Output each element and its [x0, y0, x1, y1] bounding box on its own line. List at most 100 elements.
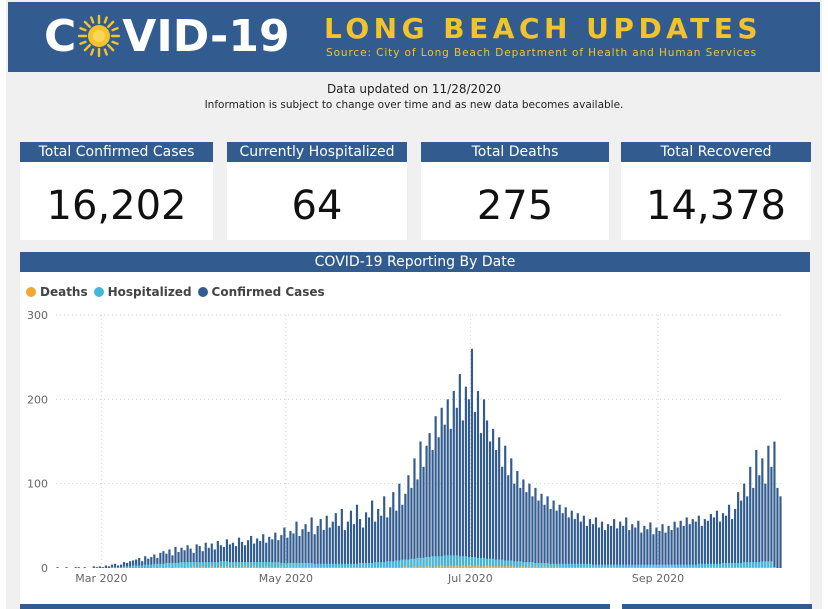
bar-hospitalized — [622, 564, 625, 568]
bar-deaths — [428, 566, 431, 568]
bar-hospitalized — [670, 564, 673, 568]
bar-hospitalized — [364, 562, 368, 568]
bar-hospitalized — [122, 566, 126, 568]
bar-confirmed — [95, 567, 98, 568]
bar-hospitalized — [289, 562, 292, 568]
bar-confirmed — [476, 390, 480, 568]
bar-hospitalized — [374, 562, 377, 568]
bar-confirmed — [416, 479, 419, 568]
bar-confirmed — [434, 416, 437, 568]
bar-hospitalized — [764, 561, 767, 568]
bar-hospitalized — [113, 567, 117, 568]
bar-hospitalized — [715, 563, 719, 568]
bar-deaths — [464, 566, 467, 568]
bar-hospitalized — [682, 564, 685, 568]
bar-hospitalized — [144, 564, 147, 568]
bar-confirmed — [125, 562, 129, 568]
bar-confirmed — [104, 565, 108, 568]
bar-deaths — [603, 567, 607, 568]
bar-confirmed — [386, 517, 389, 568]
bar-confirmed — [585, 525, 588, 568]
bar-deaths — [616, 567, 619, 568]
bar-hospitalized — [177, 562, 180, 568]
legend-item-deaths[interactable]: Deaths — [26, 285, 88, 299]
bar-confirmed — [685, 517, 688, 568]
bar-confirmed — [219, 545, 222, 568]
bar-confirmed — [513, 483, 516, 568]
bar-hospitalized — [316, 563, 319, 568]
bar-deaths — [159, 567, 162, 568]
bar-hospitalized — [543, 562, 546, 568]
bar-confirmed — [737, 492, 740, 568]
bar-hospitalized — [225, 561, 229, 568]
legend-label: Confirmed Cases — [211, 285, 325, 299]
bar-confirmed — [349, 510, 353, 568]
bar-confirmed — [464, 386, 467, 568]
bar-confirmed — [246, 540, 250, 568]
bar-confirmed — [204, 542, 207, 568]
card-label: Total Deaths — [421, 142, 609, 162]
bar-confirmed — [116, 565, 120, 568]
bar-confirmed — [422, 466, 425, 568]
bar-confirmed — [210, 543, 213, 568]
bar-confirmed — [504, 445, 507, 568]
bar-confirmed — [734, 508, 737, 568]
bar-confirmed — [558, 504, 561, 568]
bar-confirmed — [237, 537, 241, 568]
bar-confirmed — [413, 458, 416, 568]
bar-confirmed — [616, 528, 619, 568]
bar-confirmed — [319, 519, 322, 568]
bar-confirmed — [138, 557, 141, 568]
bar-deaths — [280, 566, 283, 568]
bar-confirmed — [730, 519, 734, 568]
bar-deaths — [558, 567, 561, 568]
bar-deaths — [697, 567, 700, 568]
bar-hospitalized — [401, 559, 404, 568]
bar-confirmed — [307, 531, 310, 568]
bar-hospitalized — [724, 562, 728, 568]
bar-deaths — [700, 567, 703, 568]
bar-confirmed — [177, 551, 180, 568]
bar-confirmed — [661, 524, 664, 568]
bar-hospitalized — [603, 564, 607, 568]
bar-deaths — [222, 567, 225, 568]
bar-hospitalized — [334, 563, 337, 568]
bar-deaths — [482, 566, 486, 568]
legend-item-confirmed[interactable]: Confirmed Cases — [197, 285, 325, 299]
bar-hospitalized — [204, 562, 207, 568]
bar-hospitalized — [377, 562, 380, 568]
bar-deaths — [413, 566, 416, 568]
bar-deaths — [755, 567, 758, 568]
bar-confirmed — [398, 483, 401, 568]
bar-hospitalized — [727, 562, 731, 568]
bar-deaths — [383, 567, 386, 568]
bar-hospitalized — [461, 556, 464, 568]
bar-confirmed — [119, 564, 123, 568]
bar-deaths — [322, 567, 325, 568]
bar-confirmed — [567, 517, 570, 568]
bar-confirmed — [482, 399, 486, 568]
legend-item-hospitalized[interactable]: Hospitalized — [93, 285, 192, 299]
bar-confirmed — [561, 513, 564, 568]
bar-confirmed — [531, 496, 534, 568]
updated-date: Data updated on 11/28/2020 — [326, 82, 502, 96]
bar-hospitalized — [495, 559, 498, 568]
bar-hospitalized — [277, 562, 280, 568]
bar-deaths — [495, 566, 498, 568]
bar-hospitalized — [479, 557, 483, 568]
bar-hospitalized — [186, 562, 189, 568]
bar-hospitalized — [298, 562, 301, 568]
bar-confirmed — [355, 504, 359, 568]
bar-confirmed — [240, 541, 244, 568]
bar-hospitalized — [661, 564, 664, 568]
bar-deaths — [292, 567, 295, 568]
bar-hospitalized — [325, 563, 328, 568]
bar-deaths — [440, 565, 443, 568]
bar-hospitalized — [222, 561, 225, 568]
bar-deaths — [498, 566, 501, 568]
bar-deaths — [646, 567, 649, 568]
bar-confirmed — [101, 567, 104, 568]
bar-hospitalized — [398, 560, 401, 568]
bar-confirmed — [310, 517, 313, 568]
bar-confirmed — [694, 521, 697, 568]
